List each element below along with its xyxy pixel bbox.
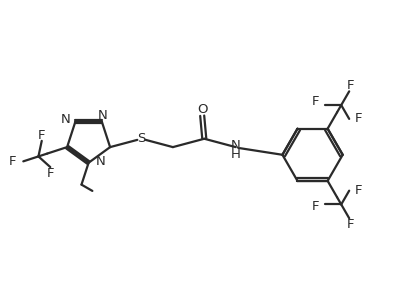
Text: F: F xyxy=(355,112,362,125)
Text: O: O xyxy=(197,102,207,116)
Text: F: F xyxy=(47,167,54,180)
Text: F: F xyxy=(312,95,320,108)
Text: N: N xyxy=(98,109,108,122)
Text: H: H xyxy=(231,148,241,161)
Text: N: N xyxy=(95,155,105,168)
Text: F: F xyxy=(38,129,45,141)
Text: F: F xyxy=(346,218,354,230)
Text: F: F xyxy=(312,200,320,214)
Text: N: N xyxy=(231,138,241,151)
Text: F: F xyxy=(346,79,354,92)
Text: N: N xyxy=(60,113,70,126)
Text: S: S xyxy=(137,132,146,145)
Text: F: F xyxy=(355,184,362,197)
Text: F: F xyxy=(9,155,17,168)
